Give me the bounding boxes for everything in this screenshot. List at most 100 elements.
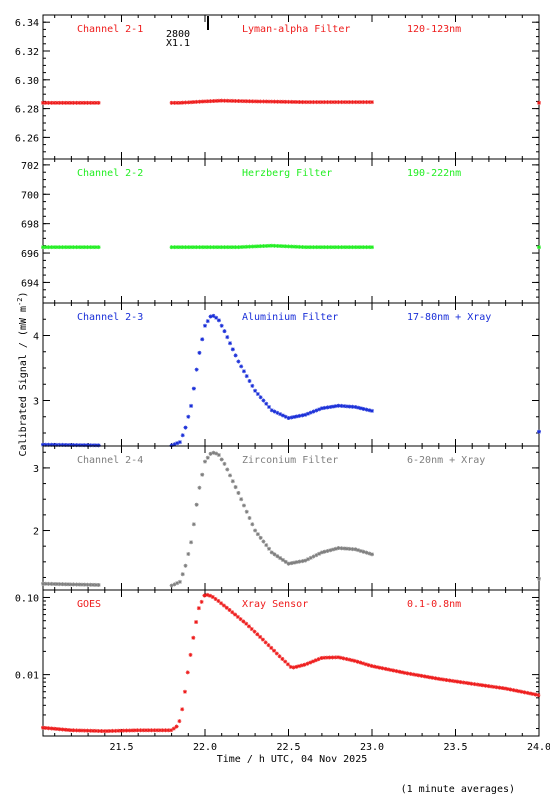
data-point <box>342 404 347 409</box>
data-point <box>367 408 372 413</box>
panel-2: 694 696 698 700 702 Channel 2-2 Herzberg Filte… <box>21 158 541 304</box>
data-point <box>344 245 349 250</box>
data-point <box>308 100 313 105</box>
data-point <box>297 559 302 564</box>
data-point <box>289 99 294 104</box>
data-point <box>63 727 68 732</box>
data-point <box>202 245 207 250</box>
panel-band-label: 0.1-0.8nm <box>407 599 461 610</box>
data-point <box>350 547 355 552</box>
data-point <box>222 245 227 250</box>
series-segment <box>41 592 541 734</box>
data-point <box>63 245 68 250</box>
data-point <box>43 442 48 447</box>
data-point <box>172 100 177 105</box>
data-point <box>230 479 235 484</box>
data-point <box>294 664 299 669</box>
data-point <box>189 540 194 545</box>
data-point <box>230 610 235 615</box>
data-point <box>269 645 274 650</box>
data-point <box>197 485 202 490</box>
data-point <box>225 98 230 103</box>
data-point <box>422 674 427 679</box>
data-point <box>255 532 260 537</box>
data-point <box>216 599 221 604</box>
data-point <box>202 459 207 464</box>
y-tick-label: 4 <box>33 332 39 343</box>
data-point <box>278 244 283 249</box>
data-point <box>222 329 227 334</box>
data-point <box>74 728 79 733</box>
data-point <box>317 245 322 250</box>
data-point <box>339 546 344 551</box>
data-point <box>537 429 541 434</box>
data-point <box>480 683 485 688</box>
data-point <box>88 100 93 105</box>
data-point <box>241 369 246 374</box>
data-point <box>536 693 541 698</box>
data-point <box>255 244 260 249</box>
data-point <box>286 244 291 249</box>
data-point <box>52 581 57 586</box>
data-point <box>308 245 313 250</box>
data-point <box>339 245 344 250</box>
data-point <box>113 728 118 733</box>
data-point <box>405 671 410 676</box>
data-point <box>52 442 57 447</box>
panel-1: 6.26 6.28 6.30 6.32 6.34 Channel 2-1 Lyman-alp… <box>15 14 541 160</box>
data-point <box>250 244 255 249</box>
data-point <box>353 547 358 552</box>
data-point <box>110 728 115 733</box>
data-point <box>300 413 305 418</box>
data-point <box>330 655 335 660</box>
data-point <box>52 245 57 250</box>
data-point <box>537 576 541 581</box>
data-point <box>516 689 521 694</box>
data-point <box>68 582 73 587</box>
data-point <box>280 656 285 661</box>
data-point <box>283 99 288 104</box>
panels-group: 6.26 6.28 6.30 6.32 6.34 Channel 2-1 Lyman-alp… <box>15 14 541 737</box>
data-point <box>118 728 123 733</box>
data-point <box>71 582 76 587</box>
data-point <box>336 100 341 105</box>
y-tick-label: 2 <box>33 527 39 538</box>
data-point <box>339 100 344 105</box>
data-point <box>361 549 366 554</box>
data-point <box>264 99 269 104</box>
data-point <box>183 425 188 430</box>
data-point <box>172 245 177 250</box>
data-point <box>233 245 238 250</box>
data-point <box>380 666 385 671</box>
data-point <box>60 727 65 732</box>
data-point <box>96 728 101 733</box>
data-point <box>157 728 162 733</box>
data-point <box>375 665 380 670</box>
panel-channel-label: Channel 2-1 <box>77 24 143 35</box>
data-point <box>369 663 374 668</box>
series-segment <box>537 576 541 581</box>
data-point <box>77 728 82 733</box>
data-point <box>444 678 449 683</box>
y-tick-label: 0.01 <box>15 671 39 682</box>
data-point <box>197 350 202 355</box>
panel-band-label: 17-80nm + Xray <box>407 312 491 323</box>
data-point <box>68 100 73 105</box>
data-point <box>327 655 332 660</box>
data-point <box>278 99 283 104</box>
x-tick-label: 24.0 <box>527 742 550 753</box>
y-tick-label: 6.34 <box>15 18 39 29</box>
data-point <box>347 245 352 250</box>
data-point <box>292 244 297 249</box>
data-point <box>500 686 505 691</box>
data-point <box>222 98 227 103</box>
data-point <box>299 663 304 668</box>
data-point <box>210 594 215 599</box>
data-point <box>250 99 255 104</box>
data-point <box>286 561 291 566</box>
data-point <box>54 442 59 447</box>
y-axis-label-close: ) <box>18 292 29 298</box>
data-point <box>186 414 191 419</box>
data-point <box>239 99 244 104</box>
data-point <box>68 443 73 448</box>
